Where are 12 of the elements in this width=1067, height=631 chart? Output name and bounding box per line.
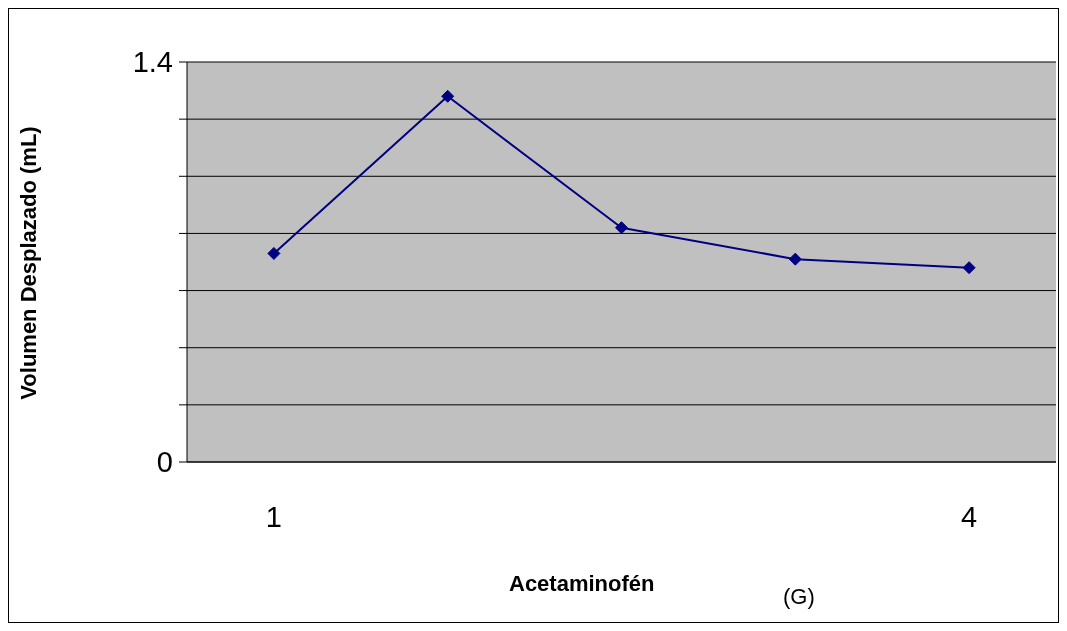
y-tick-label: 0 xyxy=(156,446,173,479)
point xyxy=(441,89,455,103)
point xyxy=(962,261,976,275)
point xyxy=(267,246,281,260)
point xyxy=(788,252,802,266)
x-tick-label: 1 xyxy=(265,500,282,533)
point xyxy=(615,221,628,235)
y-axis-title: Volumen Desplazado (mL) xyxy=(16,125,42,400)
y-tick-label: 1.4 xyxy=(132,46,173,79)
x-axis-title: Acetaminofén xyxy=(509,571,655,597)
text: (G) xyxy=(783,584,815,610)
x-tick-label: 4 xyxy=(961,500,978,533)
